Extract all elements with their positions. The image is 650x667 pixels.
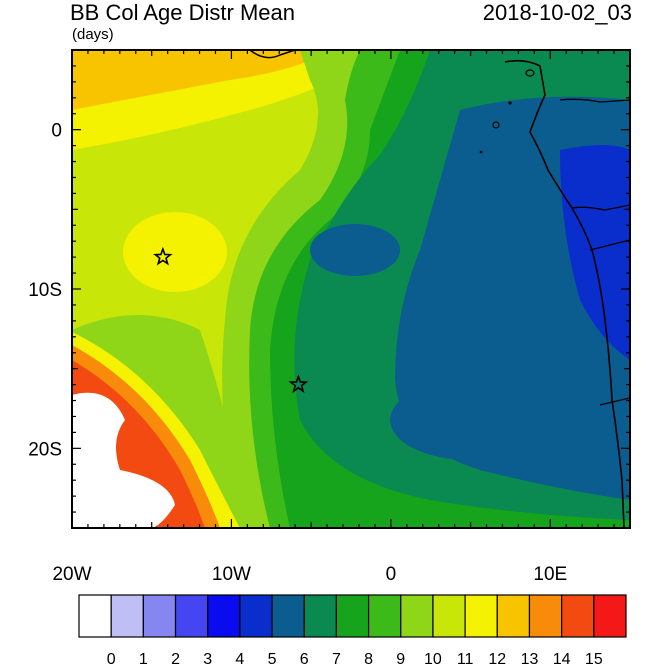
colorbar-box xyxy=(110,594,144,638)
colorbar-label: 14 xyxy=(553,651,571,667)
border-line-1 xyxy=(571,204,630,211)
colorbar-label: 5 xyxy=(268,651,277,667)
colorbar-label: 6 xyxy=(300,651,309,667)
colorbar-box xyxy=(561,594,595,638)
lon-tick-label: 10W xyxy=(212,564,251,585)
africa-coastline xyxy=(504,59,625,528)
lat-tick-label: 0 xyxy=(51,121,62,142)
colorbar-box xyxy=(528,594,563,638)
colorbar-box xyxy=(367,594,402,638)
lat-tick-label: 20S xyxy=(28,439,62,460)
colorbar-label: 9 xyxy=(396,651,405,667)
colorbar-label: 10 xyxy=(424,651,442,667)
star-marker-1 xyxy=(153,246,173,266)
colorbar-box xyxy=(303,594,338,638)
colorbar-box xyxy=(400,594,434,638)
axis-ticks: 20W 10W 0 10E 0 10S 20S xyxy=(28,49,631,585)
colorbar-box xyxy=(432,594,466,638)
colorbar-label: 11 xyxy=(457,651,474,667)
island-1 xyxy=(525,69,535,77)
star-markers xyxy=(153,246,309,393)
colorbar-box xyxy=(239,594,273,638)
border-line-4 xyxy=(599,397,630,406)
colorbar-box xyxy=(593,594,627,638)
field-level-5 xyxy=(560,145,630,360)
map-title: BB Col Age Distr Mean xyxy=(70,0,295,25)
lon-tick-label: 0 xyxy=(386,564,397,585)
units-label: (days) xyxy=(72,26,114,43)
field-level-13-north xyxy=(72,50,330,110)
island-3 xyxy=(508,101,512,105)
colorbar-label: 3 xyxy=(203,651,212,667)
colorbar: 0 1 2 3 4 5 6 7 8 9 10 11 12 13 14 15 xyxy=(78,594,627,667)
colorbar-label: 7 xyxy=(332,651,341,667)
gulf-coast-north xyxy=(249,50,296,59)
field-level-12-pocket xyxy=(123,212,227,292)
colorbar-box xyxy=(496,594,531,638)
colorbar-box xyxy=(271,594,305,638)
colorbar-label: 12 xyxy=(488,651,506,667)
lat-tick-label: 10S xyxy=(28,280,62,301)
field-level-6-south xyxy=(390,380,550,460)
map-timestamp: 2018-10-02_03 xyxy=(482,0,632,25)
colorbar-box xyxy=(335,594,370,638)
colorbar-label: 4 xyxy=(235,651,244,667)
island-4 xyxy=(479,150,483,154)
colorbar-box xyxy=(174,594,209,638)
colorbar-box xyxy=(464,594,498,638)
star-marker-2 xyxy=(288,374,309,393)
colorbar-box xyxy=(78,594,112,638)
colorbar-label: 15 xyxy=(585,651,603,667)
colorbar-label: 0 xyxy=(107,651,116,667)
colorbar-label: 1 xyxy=(139,651,148,667)
colorbar-box xyxy=(207,594,241,638)
age-field xyxy=(72,50,630,528)
border-line-2 xyxy=(559,98,630,103)
colorbar-label: 2 xyxy=(171,651,180,667)
colorbar-label: 8 xyxy=(364,651,373,667)
lon-tick-label: 10E xyxy=(533,564,567,585)
colorbar-box xyxy=(142,594,177,638)
lon-tick-label: 20W xyxy=(52,564,91,585)
colorbar-label: 13 xyxy=(521,651,539,667)
field-missing-sw xyxy=(72,392,175,528)
field-level-6-blob xyxy=(310,224,400,276)
island-2 xyxy=(492,121,500,129)
